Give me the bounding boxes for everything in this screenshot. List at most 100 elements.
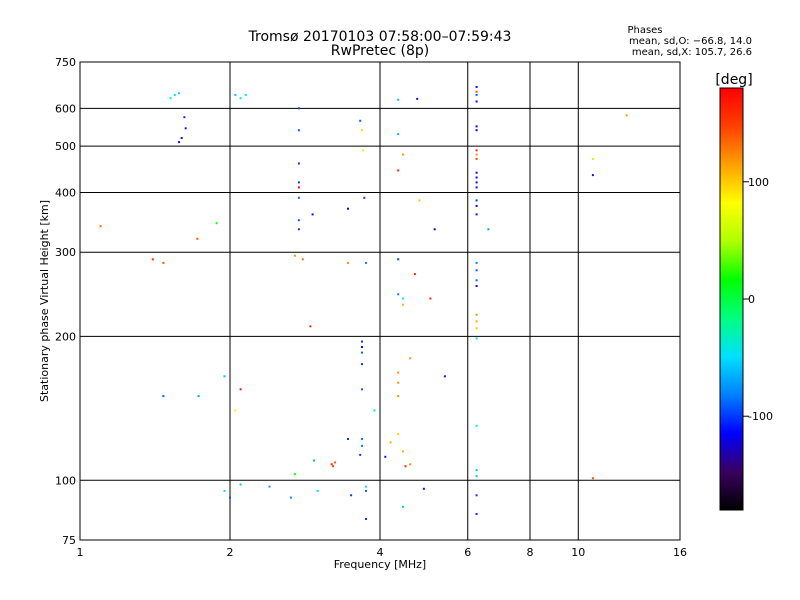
- data-point: [359, 453, 362, 456]
- data-point: [475, 100, 478, 103]
- x-axis-label: Frequency [MHz]: [334, 558, 426, 571]
- data-point: [223, 489, 226, 492]
- colorbar-tick-label: 0: [748, 293, 755, 306]
- data-point: [350, 494, 353, 497]
- data-point: [361, 340, 363, 343]
- data-point: [297, 228, 300, 231]
- y-tick-label: 400: [55, 186, 76, 199]
- data-point: [397, 258, 400, 261]
- data-point: [293, 254, 296, 257]
- x-tick-labels: 1 2 4 6 8 10 16: [77, 546, 688, 559]
- y-tick-label: 600: [55, 102, 76, 115]
- data-point: [475, 86, 478, 88]
- data-point: [162, 395, 165, 398]
- data-point: [475, 261, 478, 264]
- data-point: [162, 261, 165, 264]
- data-point: [397, 395, 400, 398]
- data-point: [475, 269, 478, 272]
- stats-line-x: mean, sd,X: 105.7, 26.6: [632, 47, 752, 58]
- data-point: [184, 127, 187, 130]
- data-point: [297, 196, 300, 199]
- data-point: [361, 129, 363, 132]
- data-point: [362, 149, 365, 152]
- x-tick-label: 2: [227, 546, 234, 559]
- data-point: [297, 219, 300, 222]
- data-point: [180, 137, 183, 139]
- data-point: [311, 213, 314, 216]
- data-point: [363, 196, 366, 199]
- data-point: [402, 153, 405, 156]
- data-point: [402, 297, 405, 300]
- data-point: [229, 496, 231, 499]
- data-point: [361, 444, 363, 447]
- data-point: [234, 93, 237, 96]
- y-tick-label: 500: [55, 140, 76, 153]
- chart-title: Tromsø 20170103 07:58:00–07:59:43: [248, 29, 512, 45]
- y-axis-label: Stationary phase Virtual Height [km]: [38, 200, 51, 402]
- data-point: [475, 129, 478, 132]
- y-tick-label: 300: [55, 246, 76, 259]
- data-point: [475, 213, 478, 216]
- x-tick-label: 10: [571, 546, 585, 559]
- data-point: [475, 199, 478, 202]
- data-point: [361, 388, 363, 391]
- y-tick-label: 100: [55, 474, 76, 487]
- data-point: [475, 494, 478, 497]
- y-tick-label: 200: [55, 330, 76, 343]
- data-point: [361, 363, 363, 366]
- data-point: [397, 433, 400, 435]
- data-point: [297, 129, 300, 132]
- data-point: [330, 463, 333, 466]
- data-point: [591, 158, 594, 160]
- data-point: [389, 441, 392, 444]
- data-point: [301, 258, 304, 261]
- x-tick-label: 1: [77, 546, 84, 559]
- data-point: [475, 171, 478, 174]
- data-point: [297, 107, 300, 110]
- data-point: [99, 225, 102, 228]
- data-point: [591, 174, 594, 177]
- data-point: [223, 375, 226, 378]
- data-point: [397, 169, 400, 172]
- data-point: [475, 513, 478, 515]
- colorbar: [deg] 100 0 -100: [715, 72, 773, 511]
- data-point: [475, 337, 478, 340]
- colorbar-gradient: [719, 87, 744, 511]
- data-point: [475, 424, 478, 427]
- data-point: [178, 141, 180, 144]
- data-point: [197, 395, 200, 398]
- stats-legend: Phases mean, sd,O: −66.8, 14.0 mean, sd,…: [627, 25, 752, 58]
- data-point: [416, 97, 419, 100]
- data-point: [289, 496, 292, 499]
- data-point: [365, 261, 367, 264]
- data-point: [475, 153, 478, 156]
- data-point: [475, 313, 478, 316]
- data-point: [347, 438, 349, 440]
- data-point: [332, 465, 335, 468]
- data-point: [309, 325, 312, 328]
- x-tick-label: 4: [377, 546, 384, 559]
- data-point: [293, 473, 296, 476]
- data-point: [234, 409, 237, 412]
- x-tick-label: 8: [527, 546, 534, 559]
- data-point: [475, 204, 478, 207]
- data-point: [361, 346, 363, 348]
- data-point: [365, 485, 367, 488]
- chart-subtitle: RwPretec (8p): [331, 43, 429, 59]
- data-point: [215, 222, 218, 225]
- data-point: [625, 114, 628, 117]
- data-point: [316, 489, 319, 492]
- data-point: [313, 459, 316, 462]
- data-point: [173, 93, 176, 96]
- grid-lines: [80, 62, 680, 540]
- data-point: [297, 181, 300, 184]
- data-point: [422, 487, 425, 490]
- colorbar-tick-label: -100: [748, 410, 773, 423]
- data-point: [418, 199, 421, 202]
- data-point: [475, 279, 478, 282]
- data-point: [365, 518, 367, 520]
- data-point: [397, 381, 400, 384]
- data-point: [347, 207, 349, 210]
- data-point: [475, 158, 478, 160]
- data-point: [397, 98, 400, 101]
